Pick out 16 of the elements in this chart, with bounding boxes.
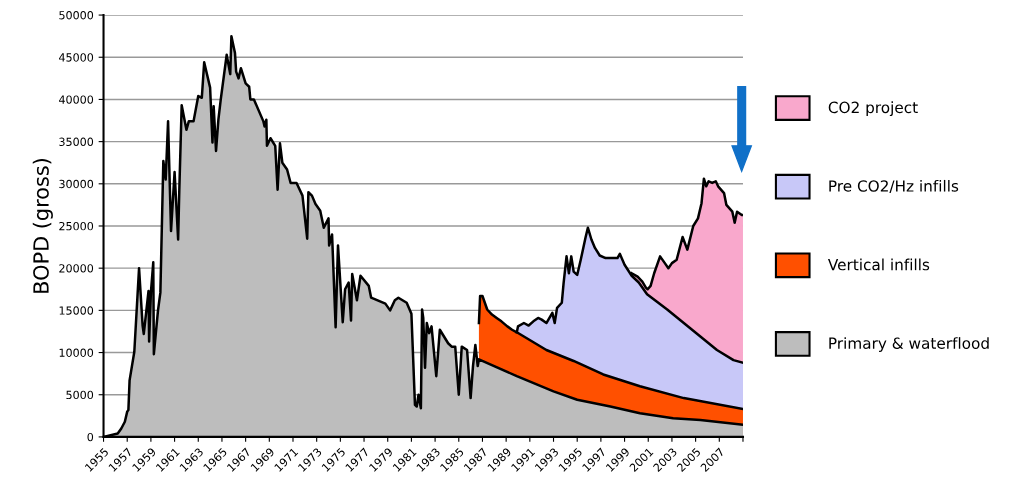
legend-label: Vertical infills — [827, 258, 930, 271]
legend-label: Primary & waterflood — [829, 337, 989, 352]
legend-label: CO2 project — [828, 101, 918, 117]
y-tick-label: 15000 — [59, 306, 94, 315]
y-tick-label: 5000 — [66, 390, 94, 400]
y-tick-label: 50000 — [59, 11, 94, 20]
y-tick-label: 30000 — [59, 179, 94, 189]
y-tick-label: 20000 — [59, 264, 94, 273]
legend-label: Pre CO2/Hz infills — [829, 179, 959, 193]
y-tick-label: 0 — [87, 432, 94, 442]
y-tick-label: 40000 — [59, 95, 94, 104]
y-tick-label: 45000 — [59, 53, 94, 62]
y-tick-label: 25000 — [59, 221, 94, 231]
y-tick-label: 10000 — [59, 348, 94, 357]
y-tick-label: 35000 — [59, 137, 94, 146]
y-axis-title: BOPD (gross) — [32, 158, 53, 293]
